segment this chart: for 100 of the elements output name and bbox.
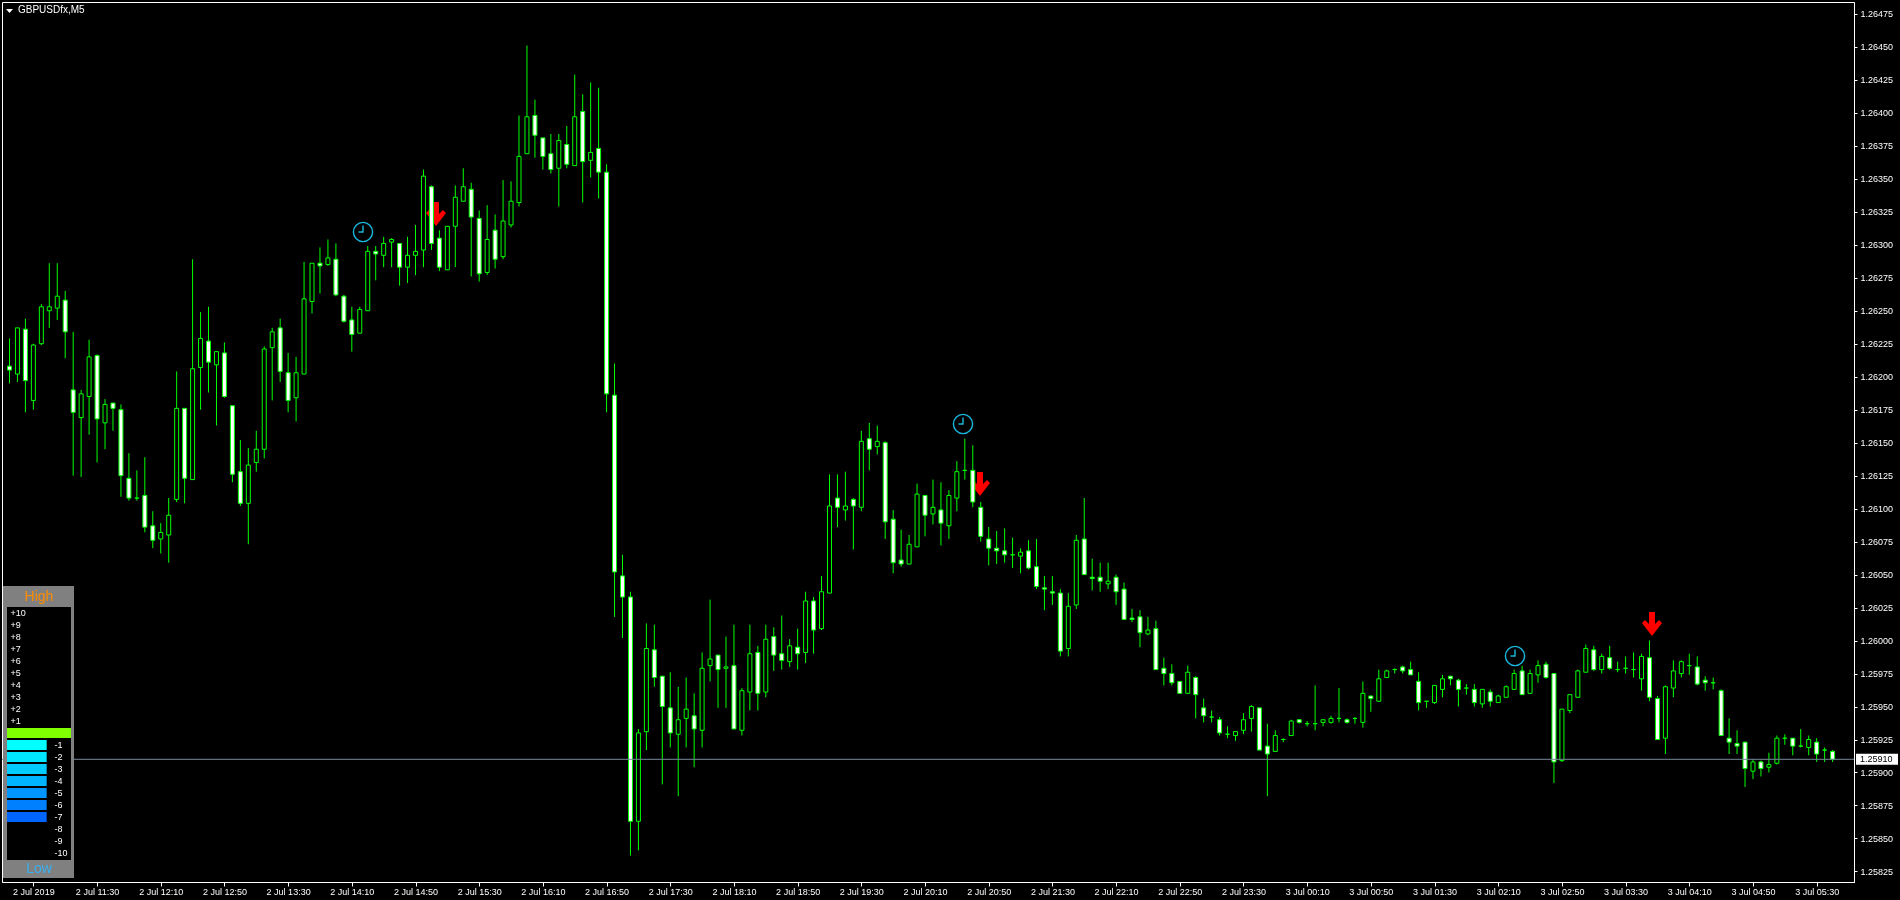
- y-tick-label: 1.26175: [1860, 405, 1894, 416]
- candlestick: [874, 425, 880, 456]
- candlestick: [866, 422, 872, 471]
- y-tick-label: +5: [10, 668, 21, 678]
- candlestick: [834, 473, 840, 528]
- annotation: Low: [26, 860, 53, 876]
- candlestick: [1416, 671, 1422, 711]
- candlestick: [1726, 717, 1732, 755]
- candlestick: [1002, 527, 1008, 564]
- candlestick: [1376, 669, 1382, 702]
- candlestick: [1479, 688, 1485, 709]
- candlestick: [206, 306, 212, 394]
- candlestick: [1113, 574, 1119, 606]
- candlestick: [540, 137, 546, 171]
- y-tick-label: 1.25975: [1860, 669, 1894, 680]
- y-tick-label: 1.26025: [1860, 603, 1894, 614]
- candlestick: [707, 599, 713, 682]
- x-tick-label: 3 Jul 03:30: [1604, 886, 1649, 897]
- x-tick-label: 3 Jul 00:10: [1285, 886, 1330, 897]
- candlestick: [1567, 694, 1573, 714]
- candlestick: [269, 327, 275, 401]
- candlestick: [1033, 538, 1039, 590]
- candlestick: [1185, 665, 1191, 694]
- x-tick-label: 2 Jul 2019: [13, 886, 55, 897]
- chart-title: High: [24, 588, 54, 604]
- y-tick-label: 1.26150: [1860, 438, 1894, 449]
- candlestick: [548, 133, 554, 175]
- candlestick: [723, 636, 729, 709]
- candlestick: [1217, 716, 1223, 737]
- y-tick-label: 1.26275: [1860, 273, 1894, 284]
- y-tick-label: 1.26375: [1860, 141, 1894, 152]
- candlestick: [110, 402, 116, 432]
- x-tick-label: 3 Jul 00:50: [1349, 886, 1394, 897]
- candlestick: [413, 224, 418, 276]
- y-tick-label: +1: [10, 716, 21, 726]
- chart-title: GBPUSDfx,M5: [18, 4, 86, 15]
- candlestick: [1097, 562, 1103, 593]
- candlestick: [779, 614, 785, 671]
- candlestick: [1272, 729, 1278, 752]
- candlestick: [1806, 735, 1812, 756]
- y-tick-label: 1.26225: [1860, 339, 1894, 350]
- y-tick-label: 1.25925: [1860, 735, 1894, 746]
- candlestick: [54, 262, 60, 321]
- x-tick-label: 2 Jul 22:10: [1094, 886, 1139, 897]
- candlestick: [70, 331, 76, 477]
- candlestick: [166, 497, 172, 564]
- x-tick-label: 2 Jul 18:10: [712, 886, 757, 897]
- candlestick: [1089, 558, 1095, 591]
- candlestick: [532, 99, 538, 159]
- candlestick: [253, 430, 259, 473]
- y-tick-label: -7: [54, 812, 63, 822]
- candlestick: [1248, 704, 1254, 733]
- x-tick-label: 2 Jul 13:30: [266, 886, 311, 897]
- candlestick: [691, 692, 697, 768]
- candlestick: [6, 337, 12, 384]
- candlestick: [715, 654, 721, 709]
- candlestick: [683, 677, 689, 748]
- y-tick-label: 1.26000: [1860, 636, 1894, 647]
- candlestick: [213, 351, 219, 427]
- candlestick: [898, 529, 904, 568]
- y-tick-label: -5: [54, 788, 63, 798]
- candlestick: [78, 389, 84, 478]
- x-tick-label: 2 Jul 19:30: [839, 886, 884, 897]
- candlestick: [795, 628, 801, 671]
- candlestick: [1049, 575, 1055, 606]
- x-tick-label: 3 Jul 04:50: [1731, 886, 1776, 897]
- x-tick-label: 2 Jul 20:10: [903, 886, 948, 897]
- candlestick: [150, 510, 156, 549]
- candlestick: [325, 238, 331, 267]
- y-tick-label: 1.26350: [1860, 174, 1894, 185]
- candlestick: [1527, 669, 1533, 694]
- candlestick: [1264, 723, 1270, 797]
- x-tick-label: 2 Jul 12:10: [139, 886, 184, 897]
- x-tick-label: 2 Jul 17:30: [648, 886, 693, 897]
- y-tick-label: +3: [10, 692, 21, 702]
- y-tick-label: +10: [10, 608, 26, 618]
- y-tick-label: 1.26200: [1860, 372, 1894, 383]
- y-tick-label: +7: [10, 644, 21, 654]
- y-tick-label: 1.25875: [1860, 800, 1894, 811]
- y-tick-label: 1.25825: [1860, 866, 1894, 877]
- candlestick: [1511, 669, 1517, 690]
- x-tick-label: 2 Jul 20:50: [967, 886, 1012, 897]
- candlestick: [317, 246, 323, 295]
- candlestick: [1439, 674, 1445, 698]
- x-tick-label: 2 Jul 18:50: [776, 886, 821, 897]
- candlestick: [373, 245, 379, 281]
- y-tick-label: 1.26250: [1860, 306, 1894, 317]
- candlestick: [938, 481, 944, 547]
- candlestick: [381, 236, 387, 268]
- y-tick-label: +8: [10, 632, 21, 642]
- candlestick: [1814, 737, 1820, 763]
- candlestick: [619, 554, 625, 639]
- x-tick-label: 3 Jul 05:30: [1795, 886, 1840, 897]
- candlestick: [46, 262, 52, 329]
- candlestick: [1129, 608, 1135, 623]
- y-tick-label: +9: [10, 620, 21, 630]
- y-tick-label: 1.26100: [1860, 504, 1894, 515]
- x-tick-label: 2 Jul 14:10: [330, 886, 375, 897]
- candlestick: [349, 306, 355, 353]
- candlestick: [1766, 752, 1772, 773]
